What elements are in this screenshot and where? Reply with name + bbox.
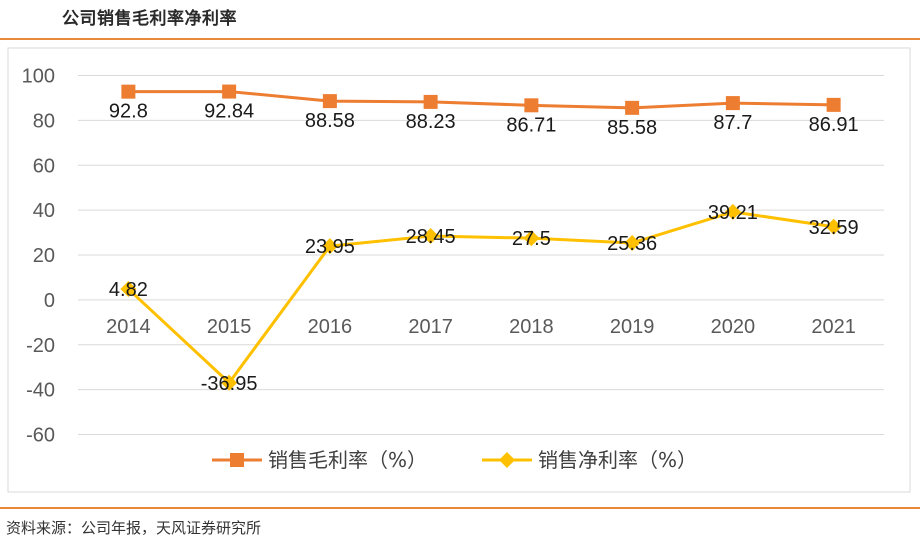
gross-margin-point — [725, 96, 740, 111]
data-label: 86.71 — [506, 114, 556, 136]
data-label: 28.45 — [406, 226, 456, 248]
bottom-divider — [0, 507, 920, 509]
net-margin-point — [422, 228, 439, 245]
series-lines — [127, 90, 834, 385]
net-margin-point — [724, 203, 741, 220]
gross-margin-point — [423, 94, 438, 109]
gross-margin-point — [222, 84, 237, 99]
chart-title: 公司销售毛利率净利率 — [62, 9, 237, 28]
data-label: 88.23 — [406, 111, 456, 133]
data-label: 32.59 — [809, 217, 859, 239]
series-markers — [120, 84, 842, 391]
data-label: 4.82 — [109, 279, 148, 301]
x-tick-label: 2018 — [509, 316, 554, 338]
data-labels: 92.8 92.84 88.58 88.23 86.71 85.58 87.7 86.91 4.… — [109, 101, 859, 395]
net-margin-point — [120, 281, 137, 298]
y-axis-ticks: 100 80 60 40 20 0 -20 -40 -60 — [22, 66, 55, 447]
gross-margin-point — [322, 94, 337, 109]
data-label: 23.95 — [305, 236, 355, 258]
data-label: 85.58 — [607, 117, 657, 139]
x-tick-label: 2021 — [811, 316, 856, 338]
series-line — [128, 90, 834, 110]
top-divider — [0, 38, 920, 40]
y-tick-label: 100 — [22, 66, 55, 88]
y-tick-label: 20 — [33, 245, 55, 267]
y-tick-label: 80 — [33, 110, 55, 132]
series-line — [127, 210, 834, 385]
net-margin-point — [321, 238, 338, 255]
y-tick-label: -40 — [26, 380, 55, 402]
gross-margin-point — [524, 98, 539, 113]
net-margin-point — [523, 230, 540, 247]
source-note: 资料来源：公司年报，天风证券研究所 — [6, 520, 262, 537]
data-label: 87.7 — [713, 112, 752, 134]
x-tick-label: 2016 — [308, 316, 353, 338]
x-axis-ticks: 2014 2015 2016 2017 2018 2019 2020 2021 — [106, 316, 856, 338]
y-tick-label: -60 — [26, 425, 55, 447]
net-margin-point — [825, 218, 842, 235]
y-tick-label: 60 — [33, 155, 55, 177]
data-label: 88.58 — [305, 110, 355, 132]
data-label: 39.21 — [708, 202, 758, 224]
gridlines — [78, 75, 884, 435]
x-tick-label: 2019 — [610, 316, 655, 338]
plot-border — [7, 47, 911, 493]
y-tick-label: -20 — [26, 335, 55, 357]
y-tick-label: 40 — [33, 200, 55, 222]
gross-margin-point — [625, 100, 640, 115]
data-label: 92.8 — [109, 101, 148, 123]
net-margin-point — [221, 374, 238, 391]
legend-marker — [230, 453, 244, 467]
gross-margin-point — [121, 84, 136, 99]
legend: 销售毛利率（%） 销售净利率（%） — [212, 448, 697, 472]
legend-marker — [499, 452, 515, 468]
data-label: 86.91 — [809, 114, 859, 136]
legend-label: 销售净利率（%） — [538, 448, 697, 472]
x-tick-label: 2014 — [106, 316, 151, 338]
legend-label: 销售毛利率（%） — [268, 448, 427, 472]
net-margin-point — [624, 234, 641, 251]
x-tick-label: 2020 — [711, 316, 756, 338]
gross-margin-point — [826, 97, 841, 112]
data-label: -36.95 — [201, 373, 258, 395]
data-label: 92.84 — [204, 101, 254, 123]
x-tick-label: 2017 — [408, 316, 453, 338]
y-tick-label: 0 — [44, 290, 55, 312]
x-tick-label: 2015 — [207, 316, 252, 338]
data-label: 27.5 — [512, 228, 551, 250]
data-label: 25.36 — [607, 233, 657, 255]
